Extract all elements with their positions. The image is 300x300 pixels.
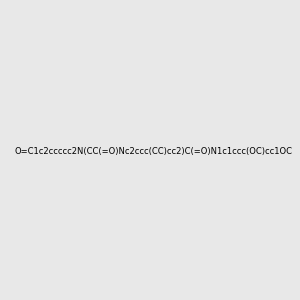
Text: O=C1c2ccccc2N(CC(=O)Nc2ccc(CC)cc2)C(=O)N1c1ccc(OC)cc1OC: O=C1c2ccccc2N(CC(=O)Nc2ccc(CC)cc2)C(=O)N…: [15, 147, 293, 156]
